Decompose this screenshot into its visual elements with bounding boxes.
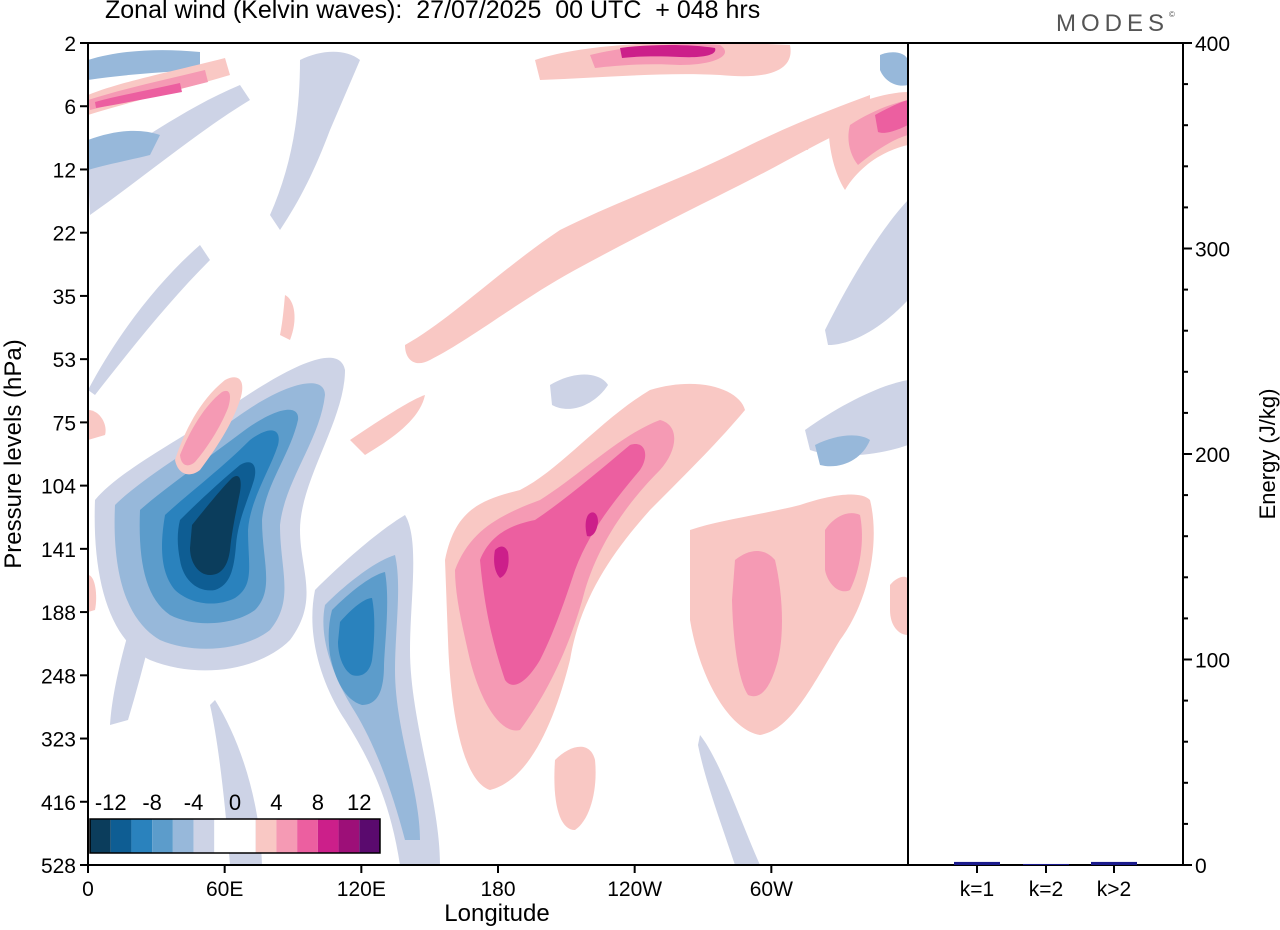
energy-tick-label: 300 bbox=[1195, 239, 1230, 262]
colorbar-swatch bbox=[193, 819, 215, 853]
pressure-tick-label: 188 bbox=[41, 602, 76, 625]
pressure-tick-label: 6 bbox=[64, 96, 76, 119]
energy-axis: 0 100 200 300 400 bbox=[1183, 33, 1230, 878]
energy-tick-label: 200 bbox=[1195, 444, 1230, 467]
brand-logo: MODES© bbox=[1056, 10, 1175, 38]
pressure-tick-label: 416 bbox=[41, 792, 76, 815]
chart-title: Zonal wind (Kelvin waves): 27/07/2025 00… bbox=[105, 0, 761, 24]
colorbar-swatch bbox=[317, 819, 339, 853]
pressure-tick-label: 75 bbox=[53, 412, 76, 435]
colorbar-label: 4 bbox=[270, 790, 282, 815]
colorbar-swatch bbox=[90, 819, 111, 853]
colorbar-swatch bbox=[255, 819, 277, 853]
pressure-tick-label: 141 bbox=[41, 539, 76, 562]
pressure-tick-label: 12 bbox=[53, 159, 76, 182]
colorbar-label: 0 bbox=[229, 790, 241, 815]
colorbar-swatch bbox=[359, 819, 380, 853]
energy-axis-title: Energy (J/kg) bbox=[1255, 389, 1280, 520]
x-axis-title: Longitude bbox=[444, 900, 549, 927]
colorbar-swatch bbox=[276, 819, 298, 853]
brand-name: MODES bbox=[1056, 10, 1170, 37]
energy-tick-label: 0 bbox=[1195, 855, 1207, 878]
pressure-axis: 2 6 12 22 35 53 75 104 141 188 248 323 416 528 bbox=[41, 33, 88, 878]
colorbar-label: -4 bbox=[184, 790, 204, 815]
energy-bars: k=1 k=2 k>2 bbox=[954, 861, 1137, 901]
pressure-tick-label: 323 bbox=[41, 729, 76, 752]
pressure-tick-label: 53 bbox=[53, 349, 76, 372]
pressure-tick-label: 22 bbox=[53, 223, 76, 246]
colorbar-swatch bbox=[297, 819, 318, 853]
energy-bar bbox=[954, 861, 1000, 865]
pressure-tick-label: 248 bbox=[41, 665, 76, 688]
colorbar-label: 8 bbox=[312, 790, 324, 815]
colorbar-swatch bbox=[338, 819, 360, 853]
energy-bar bbox=[1023, 863, 1069, 865]
energy-category-label: k=1 bbox=[960, 878, 994, 901]
colorbar-swatch bbox=[152, 819, 173, 853]
energy-category-label: k=2 bbox=[1029, 878, 1063, 901]
colorbar-swatch bbox=[172, 819, 194, 853]
longitude-tick-label: 0 bbox=[82, 878, 94, 901]
pressure-tick-label: 528 bbox=[41, 855, 76, 878]
energy-category-label: k>2 bbox=[1097, 878, 1131, 901]
brand-mark: © bbox=[1169, 10, 1175, 19]
colorbar-swatch bbox=[110, 819, 132, 853]
energy-plot-frame bbox=[907, 42, 1184, 866]
colorbar-frame bbox=[89, 818, 381, 854]
longitude-tick-label: 180 bbox=[480, 878, 515, 901]
contour-field bbox=[88, 43, 908, 865]
longitude-tick-label: 120E bbox=[337, 878, 386, 901]
colorbar-label: -8 bbox=[142, 790, 162, 815]
longitude-axis: 0 60E 120E 180 120W 60W bbox=[82, 865, 793, 901]
colorbar-label: -12 bbox=[95, 790, 127, 815]
pressure-tick-label: 104 bbox=[41, 476, 76, 499]
longitude-tick-label: 120W bbox=[607, 878, 662, 901]
colorbar-label: 12 bbox=[347, 790, 371, 815]
energy-tick-label: 100 bbox=[1195, 650, 1230, 673]
colorbar-swatch bbox=[131, 819, 153, 853]
pressure-tick-label: 2 bbox=[64, 33, 76, 56]
longitude-tick-label: 60W bbox=[750, 878, 793, 901]
colorbar-legend: -12 -8 -4 0 4 8 12 bbox=[89, 790, 381, 854]
colorbar-swatch bbox=[214, 819, 235, 853]
colorbar-swatch bbox=[235, 819, 256, 853]
pressure-tick-label: 35 bbox=[53, 286, 76, 309]
longitude-tick-label: 60E bbox=[206, 878, 243, 901]
y-axis-title: Pressure levels (hPa) bbox=[0, 339, 27, 568]
energy-tick-label: 400 bbox=[1195, 33, 1230, 56]
energy-bar bbox=[1091, 861, 1137, 865]
